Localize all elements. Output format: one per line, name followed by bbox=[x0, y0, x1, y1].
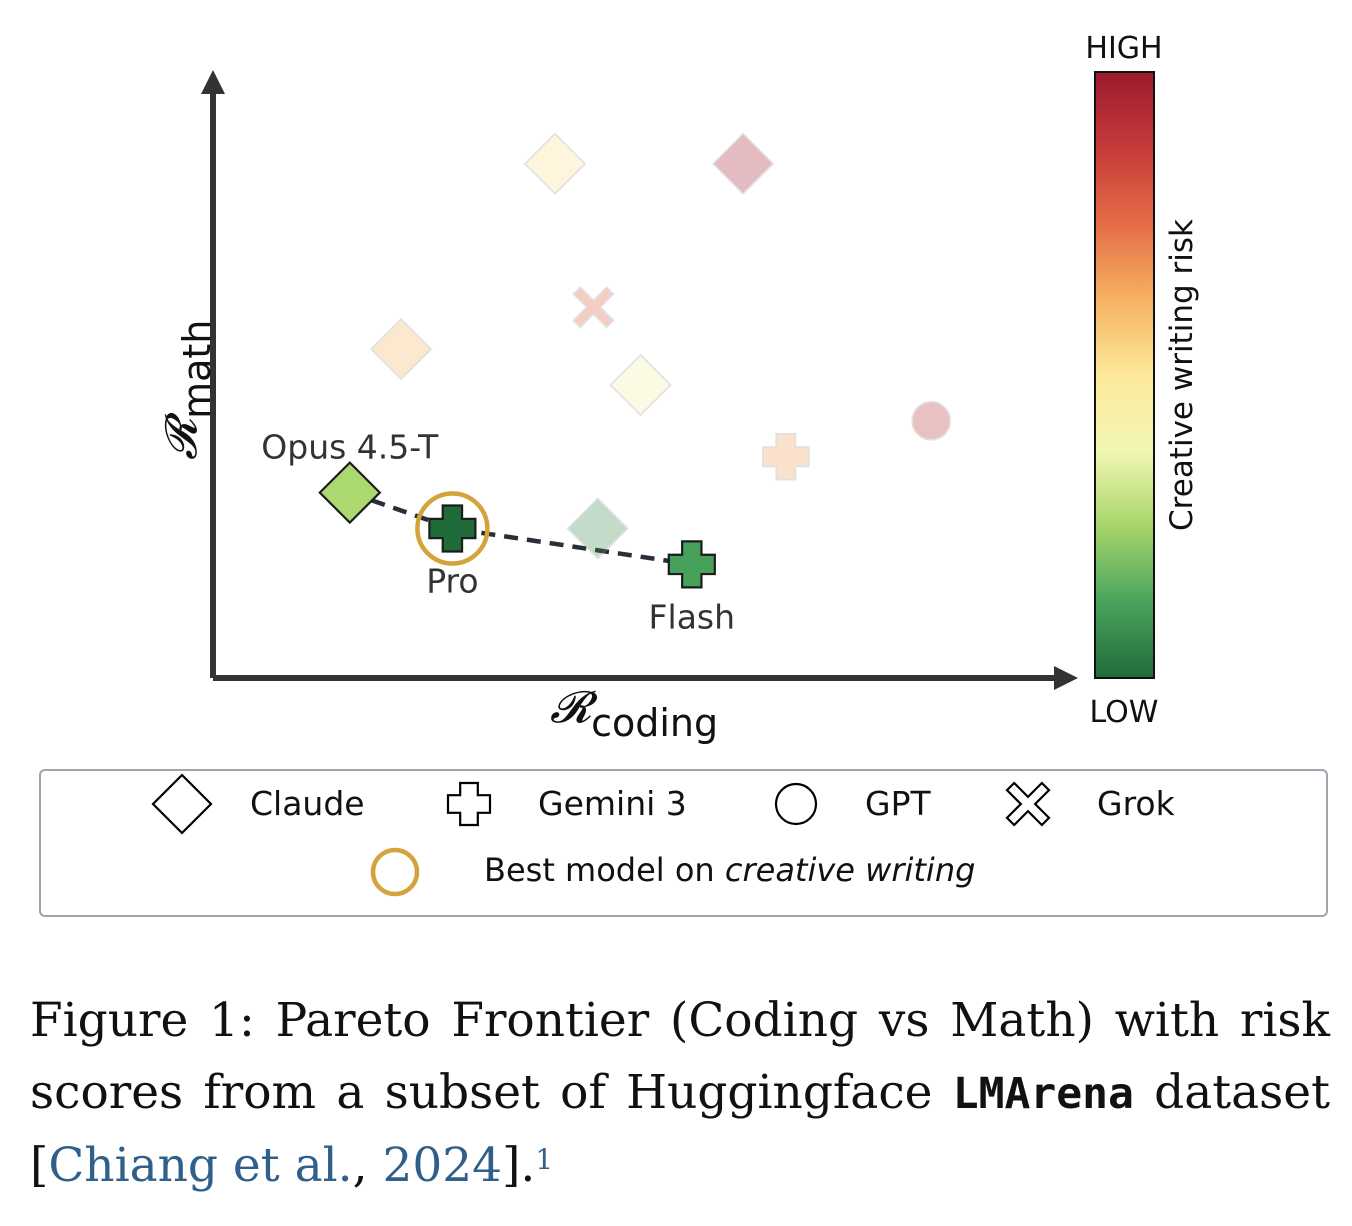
caption-prefix: Figure 1: Pareto Frontier (Coding vs Mat… bbox=[30, 993, 1330, 1120]
data-point-grok-2 bbox=[572, 286, 615, 329]
point-label-10: Flash bbox=[649, 597, 735, 636]
colorbar-low-label: LOW bbox=[1090, 695, 1159, 730]
data-point-gpt-5 bbox=[911, 401, 952, 441]
y-axis-label-symbol: 𝓡 bbox=[156, 412, 207, 460]
colorbar-title: Creative writing risk bbox=[1164, 219, 1200, 531]
legend-marker-grok bbox=[1005, 781, 1051, 827]
legend-label-grok: Grok bbox=[1097, 784, 1176, 823]
legend-label-best-model: Best model on creative writing bbox=[484, 851, 975, 889]
citation-year[interactable]: 2024 bbox=[382, 1138, 503, 1193]
colorbar: HIGH LOW Creative writing risk bbox=[1085, 31, 1200, 730]
data-point-claude-4 bbox=[609, 353, 672, 417]
citation-separator: , bbox=[352, 1138, 383, 1193]
legend-label-claude: Claude bbox=[250, 784, 365, 823]
caption-dataset: LMArena bbox=[952, 1069, 1134, 1119]
caption-suffix: ]. bbox=[502, 1138, 536, 1193]
legend: Claude Gemini 3 GPT Grok Best model on creat… bbox=[39, 769, 1328, 917]
figure-caption: Figure 1: Pareto Frontier (Coding vs Mat… bbox=[30, 985, 1330, 1202]
point-label-8: Opus 4.5-T bbox=[261, 428, 439, 467]
legend-box bbox=[39, 769, 1328, 917]
legend-marker-best-model bbox=[370, 847, 420, 897]
data-point-claude-3 bbox=[369, 317, 433, 381]
data-point-claude-7 bbox=[566, 497, 629, 560]
data-point-gemini-3-9 bbox=[428, 504, 477, 553]
legend-label-gemini-3: Gemini 3 bbox=[538, 784, 687, 823]
data-point-gemini-3-10 bbox=[667, 540, 716, 589]
data-point-claude-0 bbox=[523, 132, 587, 195]
legend-marker-claude bbox=[151, 773, 213, 835]
x-axis-label-symbol: 𝓡 bbox=[550, 682, 598, 733]
caption-middle: dataset [ bbox=[30, 1065, 1331, 1193]
data-points: Opus 4.5-T Pro Flash bbox=[261, 132, 952, 636]
data-point-claude-8 bbox=[318, 461, 382, 525]
data-point-claude-1 bbox=[711, 132, 775, 195]
y-axis-label: 𝓡math bbox=[156, 320, 219, 460]
x-axis-label: 𝓡coding bbox=[550, 682, 718, 745]
citation-authors[interactable]: Chiang et al. bbox=[48, 1138, 353, 1193]
colorbar-bar bbox=[1094, 71, 1155, 679]
pareto-frontier-path bbox=[349, 490, 693, 567]
best-model-ring bbox=[415, 491, 490, 566]
data-point-gemini-3-6 bbox=[762, 432, 810, 481]
legend-marker-gpt bbox=[774, 782, 818, 826]
x-axis-label-sub: coding bbox=[591, 701, 718, 745]
legend-marker-gemini-3 bbox=[446, 781, 492, 827]
y-axis-label-sub: math bbox=[175, 320, 219, 419]
colorbar-high-label: HIGH bbox=[1085, 31, 1162, 66]
legend-label-gpt: GPT bbox=[865, 784, 931, 823]
footnote-marker[interactable]: 1 bbox=[535, 1143, 554, 1176]
pareto-frontier-line bbox=[349, 490, 693, 567]
point-label-9: Pro bbox=[426, 562, 478, 601]
